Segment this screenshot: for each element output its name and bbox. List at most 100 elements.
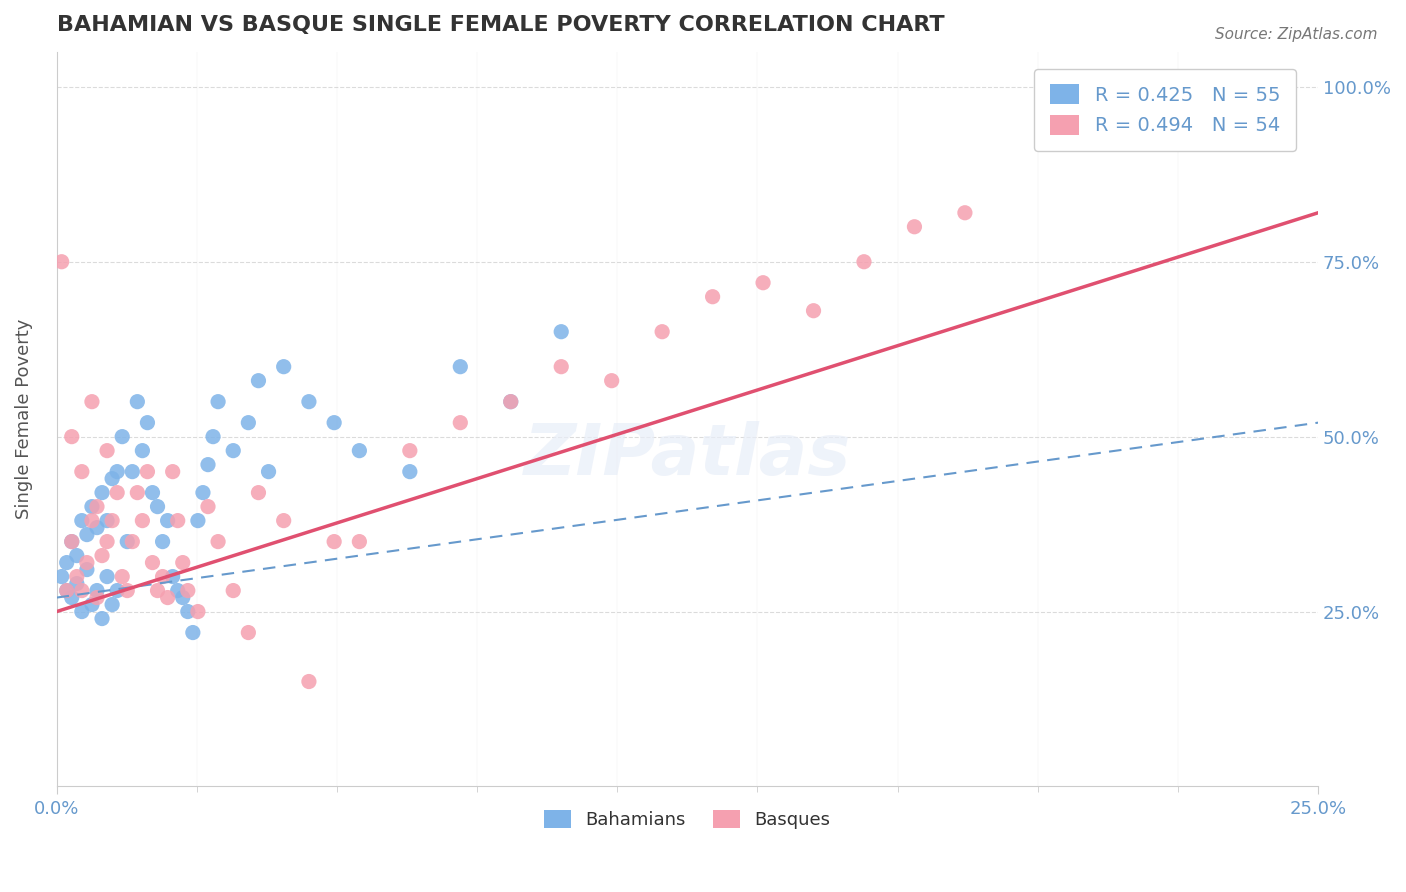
Point (117, 583, 139, 598)
Point (172, 591, 194, 605)
Point (136, 416, 159, 430)
Point (51, 254, 73, 268)
Point (166, 583, 188, 598)
Point (101, 472, 124, 486)
Point (141, 556, 163, 570)
Point (398, 465, 420, 479)
Point (550, 359, 572, 374)
Point (55, 583, 77, 598)
Point (177, 583, 200, 598)
Point (146, 583, 169, 598)
Point (91, 611, 114, 625)
Point (449, 416, 471, 430)
Point (156, 514, 179, 528)
Point (222, 583, 245, 598)
Point (131, 443, 153, 458)
Point (55, 556, 77, 570)
Point (191, 485, 214, 500)
Point (803, 303, 825, 318)
Text: ZIPatlas: ZIPatlas (523, 421, 851, 491)
Point (398, 443, 420, 458)
Point (91, 485, 114, 500)
Point (903, 219, 925, 234)
Point (86, 591, 108, 605)
Point (207, 534, 229, 549)
Point (207, 394, 229, 409)
Point (70, 583, 93, 598)
Point (101, 514, 124, 528)
Point (298, 674, 321, 689)
Point (51, 569, 73, 583)
Text: BAHAMIAN VS BASQUE SINGLE FEMALE POVERTY CORRELATION CHART: BAHAMIAN VS BASQUE SINGLE FEMALE POVERTY… (56, 15, 945, 35)
Point (152, 569, 174, 583)
Point (70, 605, 93, 619)
Point (349, 443, 371, 458)
Point (197, 458, 219, 472)
Point (600, 374, 623, 388)
Point (86, 500, 108, 514)
Point (187, 605, 209, 619)
Point (121, 534, 143, 549)
Point (1156, 79, 1178, 94)
Point (127, 394, 149, 409)
Point (96, 534, 118, 549)
Point (162, 569, 184, 583)
Point (60, 591, 83, 605)
Point (96, 569, 118, 583)
Point (166, 514, 188, 528)
Point (651, 325, 673, 339)
Point (60, 534, 83, 549)
Point (66, 569, 89, 583)
Point (499, 394, 522, 409)
Point (273, 514, 295, 528)
Point (96, 514, 118, 528)
Point (66, 549, 89, 563)
Point (702, 290, 724, 304)
Point (247, 485, 270, 500)
Point (96, 443, 118, 458)
Point (146, 500, 169, 514)
Point (117, 534, 139, 549)
Point (323, 416, 346, 430)
Point (323, 534, 346, 549)
Point (172, 556, 194, 570)
Point (141, 485, 163, 500)
Point (101, 598, 124, 612)
Text: Source: ZipAtlas.com: Source: ZipAtlas.com (1215, 27, 1378, 42)
Point (238, 625, 260, 640)
Point (60, 534, 83, 549)
Point (349, 534, 371, 549)
Point (247, 374, 270, 388)
Point (76, 563, 98, 577)
Point (121, 465, 143, 479)
Point (257, 465, 280, 479)
Point (105, 465, 128, 479)
Point (202, 430, 225, 444)
Point (152, 534, 174, 549)
Point (80, 500, 103, 514)
Point (105, 583, 128, 598)
Point (238, 416, 260, 430)
Point (70, 465, 93, 479)
Point (76, 556, 98, 570)
Point (91, 549, 114, 563)
Point (499, 394, 522, 409)
Point (80, 598, 103, 612)
Point (111, 569, 134, 583)
Point (55, 583, 77, 598)
Point (177, 605, 200, 619)
Point (127, 485, 149, 500)
Point (298, 394, 321, 409)
Point (181, 625, 204, 640)
Point (156, 591, 179, 605)
Point (550, 325, 572, 339)
Point (80, 394, 103, 409)
Point (187, 514, 209, 528)
Point (273, 359, 295, 374)
Point (222, 443, 245, 458)
Point (66, 576, 89, 591)
Point (853, 254, 876, 268)
Point (953, 206, 976, 220)
Point (449, 359, 471, 374)
Point (131, 514, 153, 528)
